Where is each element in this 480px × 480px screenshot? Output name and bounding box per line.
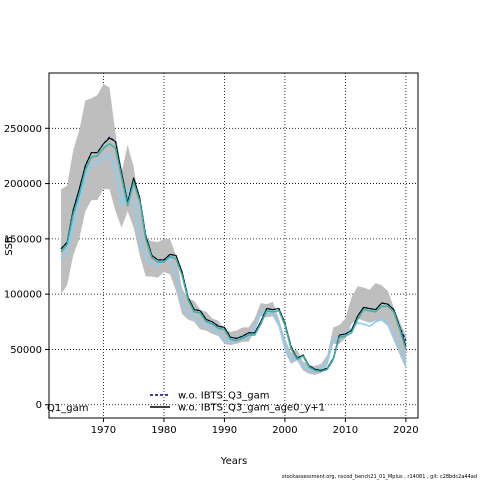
y-tick-label: 0 <box>36 400 42 411</box>
series-lines <box>60 136 407 373</box>
x-tick-label: 2010 <box>333 425 358 436</box>
x-tick-label: 1970 <box>91 425 116 436</box>
y-tick-label: 100000 <box>4 290 42 301</box>
y-tick-label: 150000 <box>4 234 42 245</box>
plot-frame <box>48 72 419 419</box>
confidence-band <box>61 84 406 375</box>
series-line-3 <box>60 142 407 373</box>
footer-text: stockassessment.org, nscod_bench21_01_Mp… <box>282 474 477 480</box>
legend-prefix: Q1_gam <box>47 403 88 414</box>
x-axis-label: Years <box>220 456 247 467</box>
legend-label: w.o. IBTS_Q3_gam_age0_y+1 <box>178 403 325 414</box>
y-axis-ticks: 0 50000 100000 150000 200000 250000 <box>4 124 49 411</box>
y-tick-label: 250000 <box>4 124 42 135</box>
y-tick-label: 50000 <box>10 345 42 356</box>
x-tick-label: 1990 <box>212 425 237 436</box>
y-tick-label: 200000 <box>4 179 42 190</box>
x-axis-ticks: 1970 1980 1990 2000 2010 2020 <box>91 418 419 436</box>
series-line-0 <box>60 154 407 373</box>
y-axis-label: SSB <box>4 236 15 256</box>
x-tick-label: 2000 <box>272 425 297 436</box>
ssb-confidence-band <box>61 84 406 375</box>
x-tick-label: 1980 <box>151 425 176 436</box>
legend-label: w.o. IBTS_Q3_gam <box>178 391 269 402</box>
series-line-2 <box>60 137 407 371</box>
x-tick-label: 2020 <box>393 425 418 436</box>
